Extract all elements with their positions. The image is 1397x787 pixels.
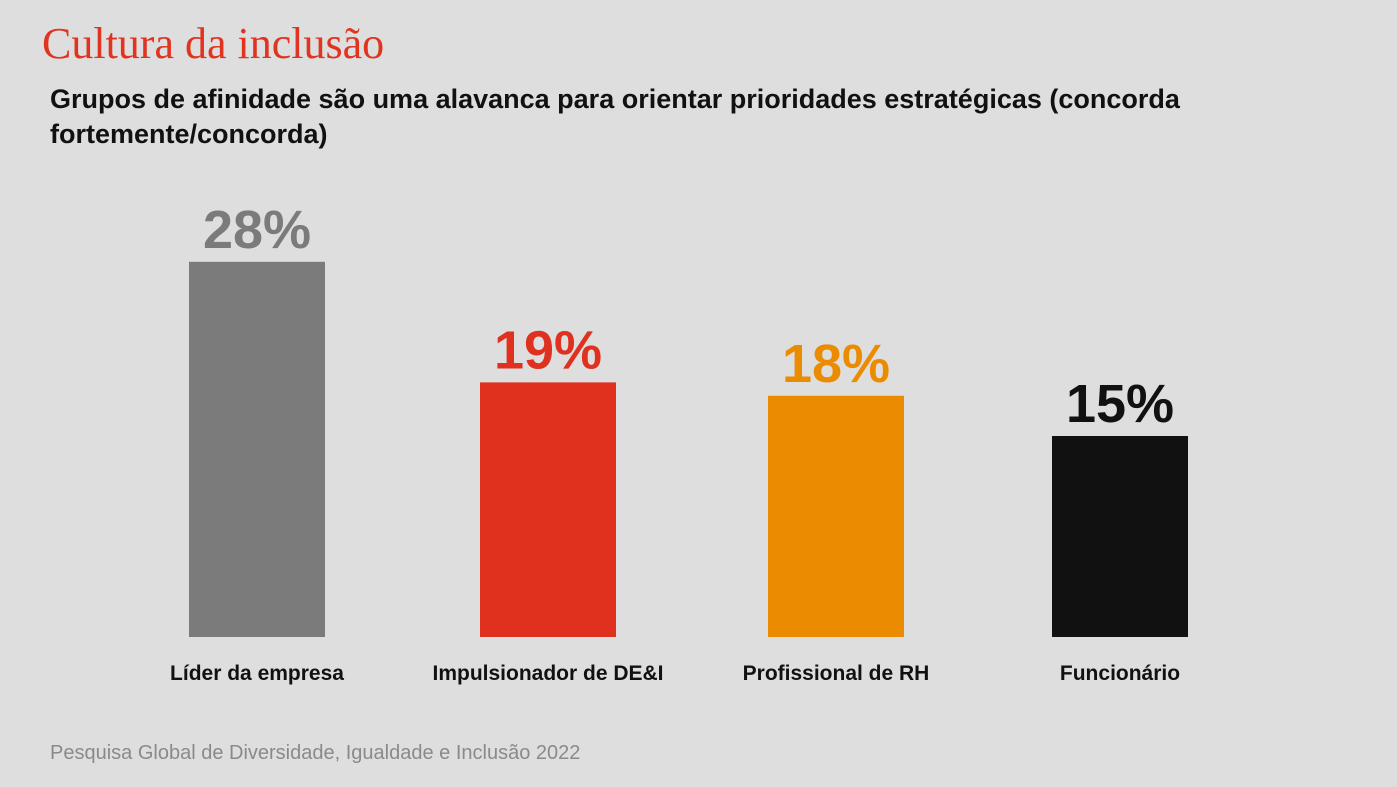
bar-1 — [189, 261, 325, 637]
chart-subtitle: Grupos de afinidade são uma alavanca par… — [50, 84, 1180, 149]
value-label-1: 28% — [203, 200, 311, 260]
category-label-4: Funcionário — [1060, 662, 1180, 685]
slide-title: Cultura da inclusão — [42, 19, 385, 68]
bar-3 — [768, 395, 904, 637]
source-note: Pesquisa Global de Diversidade, Igualdad… — [50, 742, 581, 764]
category-label-3: Profissional de RH — [743, 662, 930, 685]
chart-plot-area: 28% Líder da empresa 19% Impulsionador de D… — [170, 200, 1188, 685]
category-label-1: Líder da empresa — [170, 662, 344, 685]
bar-4 — [1052, 436, 1188, 637]
value-label-4: 15% — [1066, 374, 1174, 434]
value-label-2: 19% — [494, 320, 602, 380]
bar-2 — [480, 382, 616, 637]
category-label-2: Impulsionador de DE&I — [432, 662, 663, 685]
value-label-3: 18% — [782, 334, 890, 394]
